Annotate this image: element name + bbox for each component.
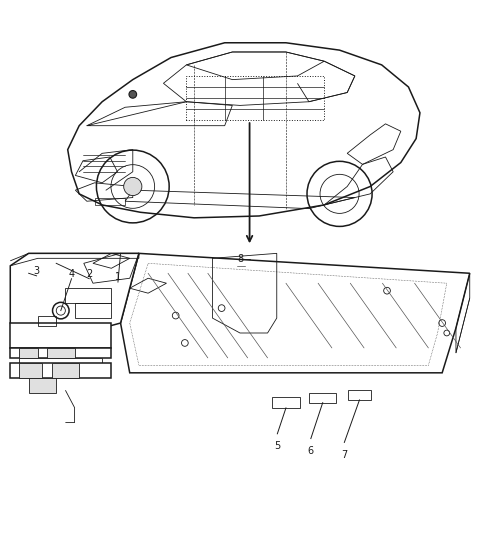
Polygon shape bbox=[20, 348, 38, 358]
Polygon shape bbox=[47, 348, 74, 358]
Polygon shape bbox=[120, 253, 470, 373]
Text: 5: 5 bbox=[274, 441, 280, 451]
Bar bbox=[310, 393, 336, 403]
Text: 2: 2 bbox=[86, 269, 92, 278]
Text: 8: 8 bbox=[237, 255, 243, 264]
Text: 4: 4 bbox=[69, 269, 74, 278]
Polygon shape bbox=[10, 253, 139, 348]
Polygon shape bbox=[68, 43, 420, 218]
Text: 3: 3 bbox=[34, 266, 40, 276]
Circle shape bbox=[129, 90, 137, 98]
Bar bbox=[348, 390, 372, 400]
Text: 1: 1 bbox=[115, 272, 121, 282]
Polygon shape bbox=[10, 348, 111, 358]
Polygon shape bbox=[29, 378, 56, 393]
Text: 7: 7 bbox=[341, 450, 348, 459]
Bar bbox=[272, 397, 300, 408]
Circle shape bbox=[124, 178, 142, 196]
Polygon shape bbox=[10, 363, 111, 378]
Polygon shape bbox=[20, 363, 42, 378]
Text: 6: 6 bbox=[308, 446, 314, 456]
Polygon shape bbox=[10, 323, 111, 348]
Polygon shape bbox=[20, 358, 102, 363]
Polygon shape bbox=[52, 363, 79, 378]
